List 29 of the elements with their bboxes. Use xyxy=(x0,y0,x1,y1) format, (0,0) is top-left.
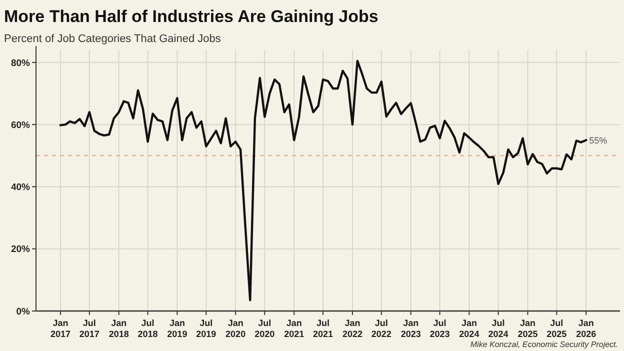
x-tick-label: Jan 2022 xyxy=(342,318,362,339)
annotation: 55% xyxy=(589,135,608,146)
x-tick-label: Jul 2020 xyxy=(254,318,275,339)
chart-title: More Than Half of Industries Are Gaining Jobs xyxy=(4,7,378,26)
x-tick-label: Jul 2019 xyxy=(196,318,216,339)
x-tick-label: Jan 2020 xyxy=(226,318,246,339)
x-tick-label: Jan 2023 xyxy=(400,318,421,339)
x-tick-label: Jan 2018 xyxy=(108,318,129,339)
chart-subtitle: Percent of Job Categories That Gained Jobs xyxy=(4,33,222,45)
y-tick-label: 40% xyxy=(10,182,31,194)
x-tick-label: Jan 2017 xyxy=(50,318,70,339)
x-tick-label: Jan 2021 xyxy=(284,318,304,339)
line-series xyxy=(59,60,588,302)
y-tick-label: 0% xyxy=(16,306,31,318)
x-tick-label: Jul 2017 xyxy=(79,318,100,339)
y-tick-label: 60% xyxy=(10,120,31,131)
x-tick-label: Jul 2022 xyxy=(371,318,392,339)
x-tick-label: Jan 2026 xyxy=(576,318,596,339)
x-tick-label: Jul 2023 xyxy=(430,318,450,339)
y-tick-label: 20% xyxy=(10,244,31,256)
text: Mike Konczal, Economic Security Project. xyxy=(470,340,618,349)
x-tick-label: Jul 2021 xyxy=(313,318,334,339)
x-tick-label: Jan 2024 xyxy=(459,318,480,339)
x-tick-label: Jul 2018 xyxy=(138,318,158,339)
x-tick-label: Jan 2019 xyxy=(167,318,188,339)
x-tick-label: Jul 2024 xyxy=(488,318,508,339)
x-tick-label: Jul 2025 xyxy=(546,318,567,339)
y-tick-label: 80% xyxy=(10,58,31,69)
x-tick-label: Jan 2025 xyxy=(518,318,538,339)
